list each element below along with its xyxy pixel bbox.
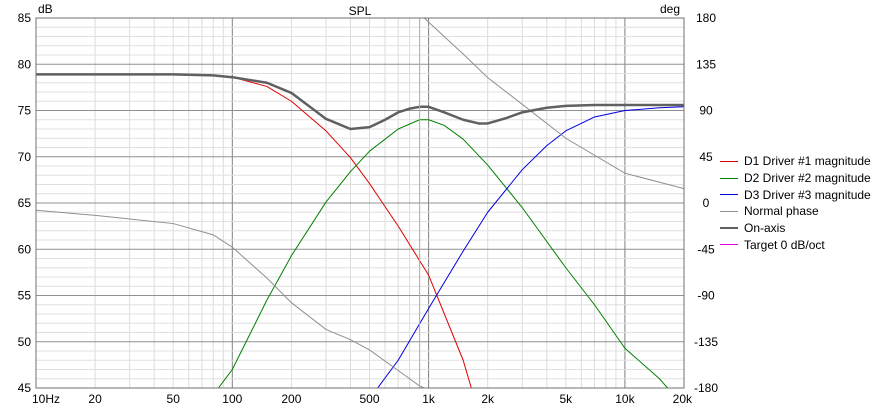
series-line-normal-phase (423, 17, 685, 190)
series-line-d2-driver-2-magnitude (218, 119, 668, 389)
y-axis-label-right: deg (660, 2, 680, 16)
legend-swatch (720, 160, 738, 162)
x-tick-label: 10k (615, 392, 635, 405)
series-line-on-axis (36, 73, 684, 131)
legend-swatch (720, 210, 738, 212)
x-tick-label: 500 (359, 392, 379, 405)
legend-swatch (720, 244, 738, 246)
y-tick-label-left: 65 (18, 196, 32, 210)
y-tick-label-left: 75 (18, 104, 32, 118)
x-tick-label: 50 (167, 392, 181, 405)
y-tick-label-left: 85 (18, 11, 32, 25)
legend-label: Normal phase (744, 204, 819, 219)
x-tick-label: 1k (422, 392, 436, 405)
series-line-normal-phase (35, 209, 425, 389)
y-tick-label-right: -90 (697, 289, 715, 303)
legend-label: D2 Driver #2 magnitude (744, 171, 871, 186)
y-tick-label-right: -135 (694, 335, 718, 349)
y-tick-label-left: 80 (18, 57, 32, 71)
x-tick-label: 2k (481, 392, 495, 405)
series-layer (35, 17, 685, 389)
y-tick-label-left: 60 (18, 242, 32, 256)
chart-title: SPL (349, 4, 372, 18)
y-tick-label-left: 50 (18, 335, 32, 349)
series-line-d3-driver-3-magnitude (377, 106, 685, 389)
x-tick-label: 20k (673, 392, 693, 405)
y-axis-label-left: dB (38, 2, 53, 16)
legend-item: Normal phase (720, 203, 871, 220)
legend-item: D1 Driver #1 magnitude (720, 153, 871, 170)
legend-item: D2 Driver #2 magnitude (720, 170, 871, 187)
legend-swatch (720, 194, 738, 196)
x-tick-label: 20 (88, 392, 102, 405)
y-tick-label-left: 70 (18, 150, 32, 164)
y-tick-label-right: 180 (696, 11, 716, 25)
legend-label: On-axis (744, 221, 786, 236)
y-ticks-right: -180 -135 -90 -45 0 45 90 135 180 (694, 11, 718, 395)
y-tick-label-right: -180 (694, 381, 718, 395)
legend-item: D3 Driver #3 magnitude (720, 186, 871, 203)
y-tick-label-left: 55 (18, 289, 32, 303)
y-tick-label-right: -45 (697, 242, 715, 256)
x-tick-label: 100 (222, 392, 242, 405)
legend-item: Target 0 dB/oct (720, 236, 871, 253)
legend-swatch (720, 227, 738, 230)
legend-label: D1 Driver #1 magnitude (744, 154, 871, 169)
x-tick-label: 200 (281, 392, 301, 405)
x-ticks: 10Hz 20 50 100 200 500 1k 2k 5k 10k 20k (32, 392, 693, 405)
grid (35, 17, 685, 389)
x-tick-label: 10Hz (32, 392, 60, 405)
y-tick-label-right: 45 (699, 150, 713, 164)
y-tick-label-right: 90 (699, 104, 713, 118)
y-ticks-left: 45 50 55 60 65 70 75 80 85 (18, 11, 32, 395)
y-tick-label-left: 45 (18, 381, 32, 395)
legend-swatch (720, 177, 738, 179)
legend-label: D3 Driver #3 magnitude (744, 187, 871, 202)
y-tick-label-right: 135 (696, 57, 716, 71)
legend-item: On-axis (720, 220, 871, 237)
legend: D1 Driver #1 magnitude D2 Driver #2 magni… (720, 153, 871, 253)
x-tick-label: 5k (559, 392, 573, 405)
plot-frame (35, 17, 685, 389)
y-tick-label-right: 0 (703, 196, 710, 210)
legend-label: Target 0 dB/oct (744, 237, 825, 252)
